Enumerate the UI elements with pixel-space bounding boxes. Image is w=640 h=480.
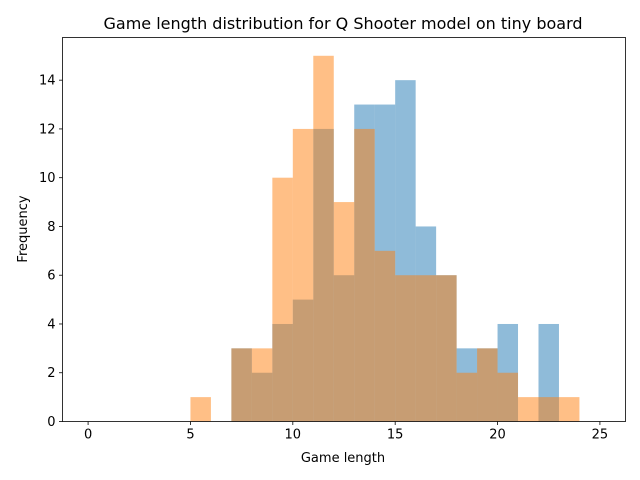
x-tick-label: 15 bbox=[387, 428, 404, 443]
bar-series2-bin-14 bbox=[374, 250, 396, 422]
bar-series2-bin-17 bbox=[436, 275, 457, 422]
y-tick-label: 2 bbox=[47, 366, 55, 381]
bar-series2-bin-15 bbox=[395, 275, 416, 422]
y-tick-label: 10 bbox=[39, 171, 56, 186]
y-axis-ticks: 0 2 4 6 8 10 12 14 bbox=[39, 74, 63, 430]
bar-series2-bin-22 bbox=[538, 397, 559, 422]
bar-series2-bin-18 bbox=[456, 372, 478, 422]
y-axis-label: Frequency bbox=[16, 195, 31, 262]
x-tick-label: 10 bbox=[285, 428, 302, 443]
x-tick-label: 20 bbox=[489, 428, 506, 443]
bar-series2-bin-8 bbox=[251, 348, 273, 422]
bar-series2-bin-20 bbox=[497, 372, 519, 422]
x-tick-label: 5 bbox=[186, 428, 194, 443]
y-tick-label: 6 bbox=[47, 269, 55, 284]
bar-series2-bin-19 bbox=[477, 348, 498, 422]
y-tick-label: 4 bbox=[47, 317, 55, 332]
x-tick-label: 25 bbox=[592, 428, 609, 443]
bars-layer bbox=[190, 55, 580, 422]
bar-series2-bin-9 bbox=[272, 177, 293, 422]
plot-frame bbox=[62, 37, 626, 422]
x-tick-label: 0 bbox=[84, 428, 92, 443]
x-axis-ticks: 0 5 10 15 20 25 bbox=[84, 421, 609, 443]
chart-title: Game length distribution for Q Shooter m… bbox=[103, 14, 582, 33]
bar-series2-bin-23 bbox=[558, 397, 580, 422]
y-tick-label: 12 bbox=[39, 122, 56, 137]
y-tick-label: 0 bbox=[47, 415, 55, 430]
bar-series2-bin-16 bbox=[415, 275, 437, 422]
bar-series2-bin-10 bbox=[292, 128, 314, 422]
bar-series2-bin-12 bbox=[333, 202, 355, 422]
bar-series2-bin-5 bbox=[190, 397, 211, 422]
y-tick-label: 14 bbox=[39, 74, 56, 89]
x-axis-label: Game length bbox=[301, 451, 385, 466]
bar-series2-bin-7 bbox=[231, 348, 252, 422]
bar-series2-bin-21 bbox=[518, 397, 539, 422]
bar-series2-bin-13 bbox=[354, 128, 375, 422]
bar-series2-bin-11 bbox=[313, 55, 334, 422]
y-tick-label: 8 bbox=[47, 220, 55, 235]
